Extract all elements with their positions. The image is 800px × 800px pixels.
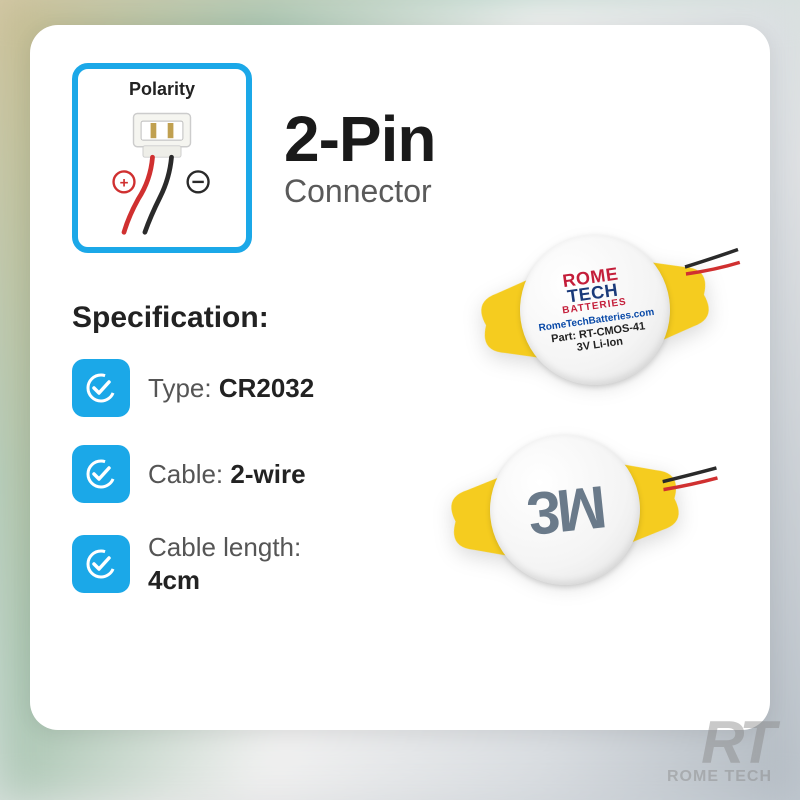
spec-value: CR2032 — [219, 373, 314, 403]
polarity-label: Polarity — [129, 79, 195, 100]
spec-label: Type: — [148, 373, 212, 403]
brand-name: ROME TECH — [667, 768, 772, 786]
check-icon — [72, 535, 130, 593]
product-card: Polarity + 2-Pin Connector Specification… — [30, 25, 770, 730]
title-block: 2-Pin Connector — [284, 107, 728, 210]
spec-text: Cable length: 4cm — [148, 531, 301, 596]
back-brand: 3M — [524, 472, 606, 548]
spec-value: 2-wire — [230, 459, 305, 489]
wires-icon — [661, 463, 725, 509]
check-icon — [72, 359, 130, 417]
brand-watermark: RT ROME TECH — [667, 717, 772, 786]
check-icon — [72, 445, 130, 503]
spec-text: Type: CR2032 — [148, 372, 314, 405]
product-images: ROME TECH BATTERIES RomeTechBatteries.co… — [380, 225, 760, 625]
battery-back: 3M — [433, 422, 697, 597]
title-main: 2-Pin — [284, 107, 728, 171]
spec-label: Cable: — [148, 459, 223, 489]
spec-text: Cable: 2-wire — [148, 458, 306, 491]
wires-icon — [683, 244, 748, 292]
svg-text:+: + — [120, 175, 129, 192]
brand-mark: RT — [667, 717, 772, 768]
polarity-diagram: Polarity + — [72, 63, 252, 253]
spec-value: 4cm — [148, 565, 200, 595]
connector-illustration: + — [86, 104, 238, 237]
spec-label: Cable length: — [148, 532, 301, 562]
battery-front: ROME TECH BATTERIES RomeTechBatteries.co… — [461, 218, 729, 401]
title-sub: Connector — [284, 173, 728, 210]
